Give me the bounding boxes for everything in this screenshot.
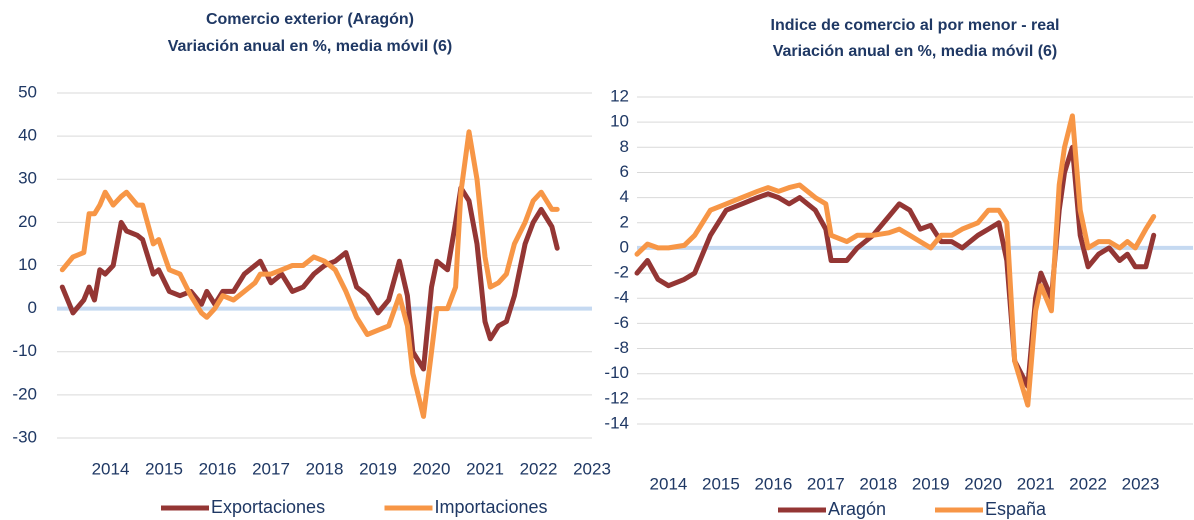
x-tick-label: 2021 [1017,474,1055,493]
y-tick-label: 12 [610,86,629,105]
chart-title: Variación anual en %, media móvil (6) [168,38,453,55]
y-tick-label: 4 [620,187,629,206]
legend-label: Aragón [828,499,886,519]
x-tick-label: 2016 [199,459,237,478]
y-tick-label: 20 [18,212,37,231]
series-line [59,129,560,419]
y-tick-label: -2 [614,263,629,282]
x-tick-label: 2016 [754,474,792,493]
series-line [59,185,560,372]
y-tick-label: -10 [12,341,37,360]
series-line [634,113,1157,408]
x-tick-label: 2014 [92,459,130,478]
x-tick-label: 2020 [964,474,1002,493]
x-tick-label: 2021 [466,459,504,478]
series-line [634,144,1157,389]
x-tick-label: 2014 [650,474,688,493]
y-tick-label: -20 [12,384,37,403]
chart-title: Comercio exterior (Aragón) [206,11,414,28]
x-tick-label: 2017 [807,474,845,493]
y-tick-label: -12 [604,388,629,407]
y-tick-label: -8 [614,338,629,357]
x-tick-label: 2022 [1069,474,1107,493]
y-tick-label: 10 [610,112,629,131]
x-tick-label: 2022 [520,459,558,478]
x-tick-label: 2023 [573,459,611,478]
x-tick-label: 2015 [702,474,740,493]
y-tick-label: 0 [620,237,629,256]
y-tick-label: 50 [18,82,37,101]
x-tick-label: 2017 [252,459,290,478]
x-tick-label: 2020 [413,459,451,478]
legend-label: Importaciones [435,497,548,517]
y-tick-label: -30 [12,427,37,446]
y-tick-label: 0 [28,298,37,317]
x-tick-label: 2019 [912,474,950,493]
x-tick-label: 2018 [859,474,897,493]
y-tick-label: 30 [18,169,37,188]
y-tick-label: 8 [620,137,629,156]
x-tick-label: 2015 [145,459,183,478]
chart-title: Indice de comercio al por menor - real [771,17,1060,34]
x-tick-label: 2019 [359,459,397,478]
y-tick-label: -10 [604,363,629,382]
legend-label: Exportaciones [211,497,325,517]
y-tick-label: 6 [620,162,629,181]
y-tick-label: -4 [614,288,629,307]
y-tick-label: 2 [620,212,629,231]
y-tick-label: -14 [604,413,629,432]
y-tick-label: -6 [614,313,629,332]
y-tick-label: 40 [18,126,37,145]
x-tick-label: 2023 [1122,474,1160,493]
chart-title: Variación anual en %, media móvil (6) [773,43,1058,60]
legend-label: España [985,499,1047,519]
x-tick-label: 2018 [306,459,344,478]
y-tick-label: 10 [18,255,37,274]
